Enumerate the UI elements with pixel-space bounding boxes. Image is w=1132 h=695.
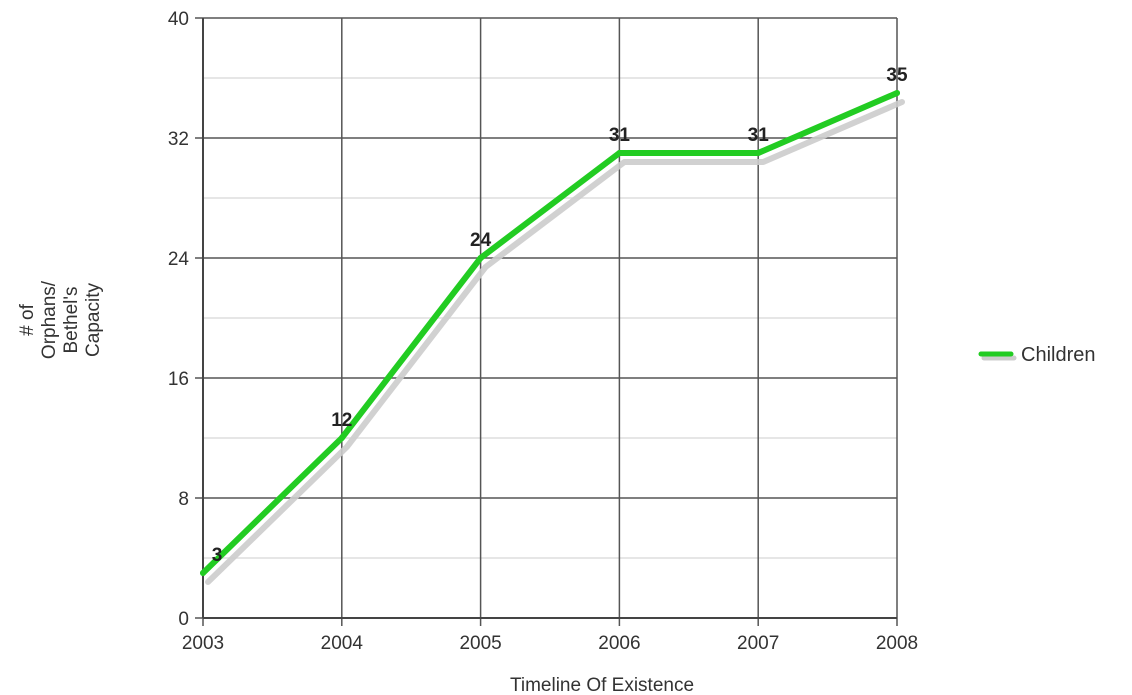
- y-tick-labels: 0 8 16 24 32 40: [168, 9, 190, 630]
- y-axis-title-line-3: Bethel's: [61, 286, 82, 353]
- x-tick-labels: 2003 2004 2005 2006 2007 2008: [182, 633, 918, 654]
- data-label: 12: [331, 410, 352, 431]
- x-tick-label: 2007: [737, 633, 779, 654]
- data-label: 3: [212, 545, 223, 566]
- y-tick-label: 24: [168, 249, 190, 270]
- data-label: 35: [886, 65, 908, 86]
- data-label: 31: [609, 125, 631, 146]
- x-tick-label: 2006: [598, 633, 640, 654]
- data-label: 31: [748, 125, 770, 146]
- data-label: 24: [470, 230, 492, 251]
- legend-label: Children: [1021, 344, 1095, 366]
- y-tick-label: 40: [168, 9, 189, 30]
- data-point: [477, 255, 484, 261]
- x-tick-label: 2004: [321, 633, 364, 654]
- y-tick-label: 0: [178, 609, 189, 630]
- y-tick-label: 16: [168, 369, 189, 390]
- y-axis-title-line-1: # of: [17, 303, 38, 335]
- grid-lines: [195, 17, 898, 626]
- axes: [202, 18, 897, 619]
- series-shadow: [205, 99, 905, 585]
- series-lines: [200, 90, 900, 576]
- y-axis-title-line-4: Capacity: [83, 283, 104, 357]
- series-line-children: [200, 90, 900, 576]
- x-tick-label: 2005: [459, 633, 501, 654]
- data-point: [755, 150, 762, 156]
- x-tick-label: 2003: [182, 633, 224, 654]
- data-labels: 3 12 24 31 31 35: [212, 65, 908, 566]
- data-point: [894, 90, 900, 96]
- series-line-shadow: [205, 99, 905, 585]
- y-tick-label: 8: [178, 489, 189, 510]
- y-axis-title-line-2: Orphans/: [39, 280, 60, 359]
- data-point: [338, 435, 345, 441]
- y-axis-title: # of Orphans/ Bethel's Capacity: [17, 280, 104, 359]
- y-tick-label: 32: [168, 129, 189, 150]
- x-tick-label: 2008: [876, 633, 918, 654]
- data-point: [200, 570, 206, 576]
- x-axis-title: Timeline Of Existence: [510, 675, 694, 695]
- legend: Children: [978, 344, 1095, 366]
- data-point: [616, 150, 623, 156]
